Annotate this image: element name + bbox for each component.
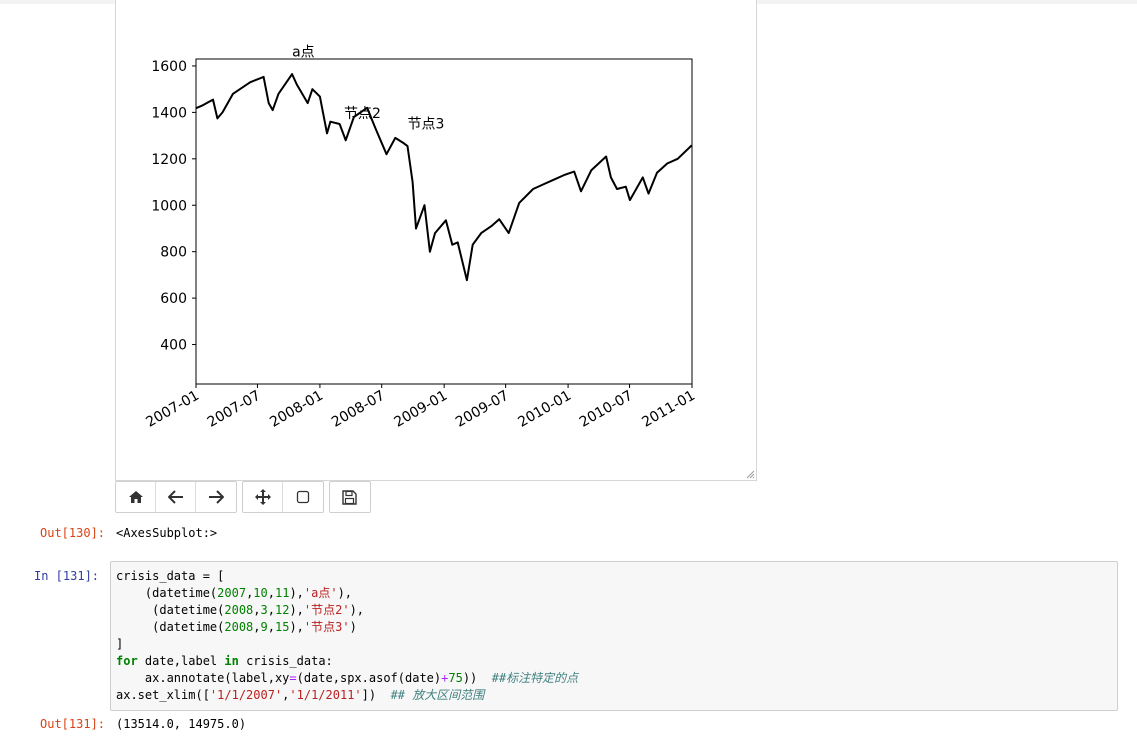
x-tick-label: 2011-01 [639, 388, 698, 431]
download-button[interactable] [330, 482, 369, 512]
home-icon [128, 491, 143, 503]
save-icon [342, 489, 357, 505]
annotation-label: 节点2 [344, 106, 381, 122]
annotation-label: 节点3 [408, 117, 445, 133]
y-tick-label: 1000 [151, 198, 187, 214]
y-tick-label: 1200 [151, 152, 187, 168]
zoom-rect-icon [296, 490, 309, 504]
y-tick-label: 400 [160, 338, 187, 354]
x-tick-label: 2008-01 [267, 388, 326, 431]
series-line-0 [195, 73, 693, 282]
x-tick-label: 2009-07 [453, 388, 512, 431]
toolbar-save-group [329, 481, 371, 513]
y-tick-label: 600 [160, 291, 187, 307]
out-prompt-130: Out[130]: [40, 526, 106, 540]
y-tick-label: 1400 [151, 105, 187, 121]
toolbar-tool-group [242, 481, 324, 513]
zoom-button[interactable] [283, 482, 322, 512]
figure-canvas[interactable] [115, 0, 757, 481]
x-tick-label: 2009-01 [392, 388, 451, 431]
x-tick-label: 2007-01 [143, 388, 202, 431]
resize-grip-icon[interactable] [746, 470, 755, 479]
pan-move-icon [254, 489, 271, 505]
x-tick-label: 2010-07 [577, 388, 636, 431]
toolbar-nav-group [115, 481, 237, 513]
back-arrow-icon [167, 490, 183, 504]
output-text-131: (13514.0, 14975.0) [116, 717, 247, 731]
x-tick-label: 2008-07 [329, 388, 388, 431]
annotation-label: a点 [292, 45, 315, 61]
x-tick-label: 2007-07 [205, 388, 264, 431]
home-button[interactable] [116, 482, 156, 512]
y-tick-label: 1600 [151, 59, 187, 75]
pan-button[interactable] [243, 482, 283, 512]
out-prompt-131: Out[131]: [40, 717, 106, 731]
forward-arrow-icon [208, 490, 224, 504]
code-editor[interactable]: crisis_data = [ (datetime(2007,10,11),'a… [116, 569, 579, 702]
code-cell-131[interactable]: crisis_data = [ (datetime(2007,10,11),'a… [110, 561, 1118, 711]
forward-button[interactable] [196, 482, 235, 512]
in-prompt-131: In [131]: [34, 569, 100, 583]
y-tick-label: 800 [160, 245, 187, 261]
x-tick-label: 2010-01 [515, 388, 574, 431]
back-button[interactable] [156, 482, 196, 512]
output-text-130: <AxesSubplot:> [116, 526, 218, 540]
